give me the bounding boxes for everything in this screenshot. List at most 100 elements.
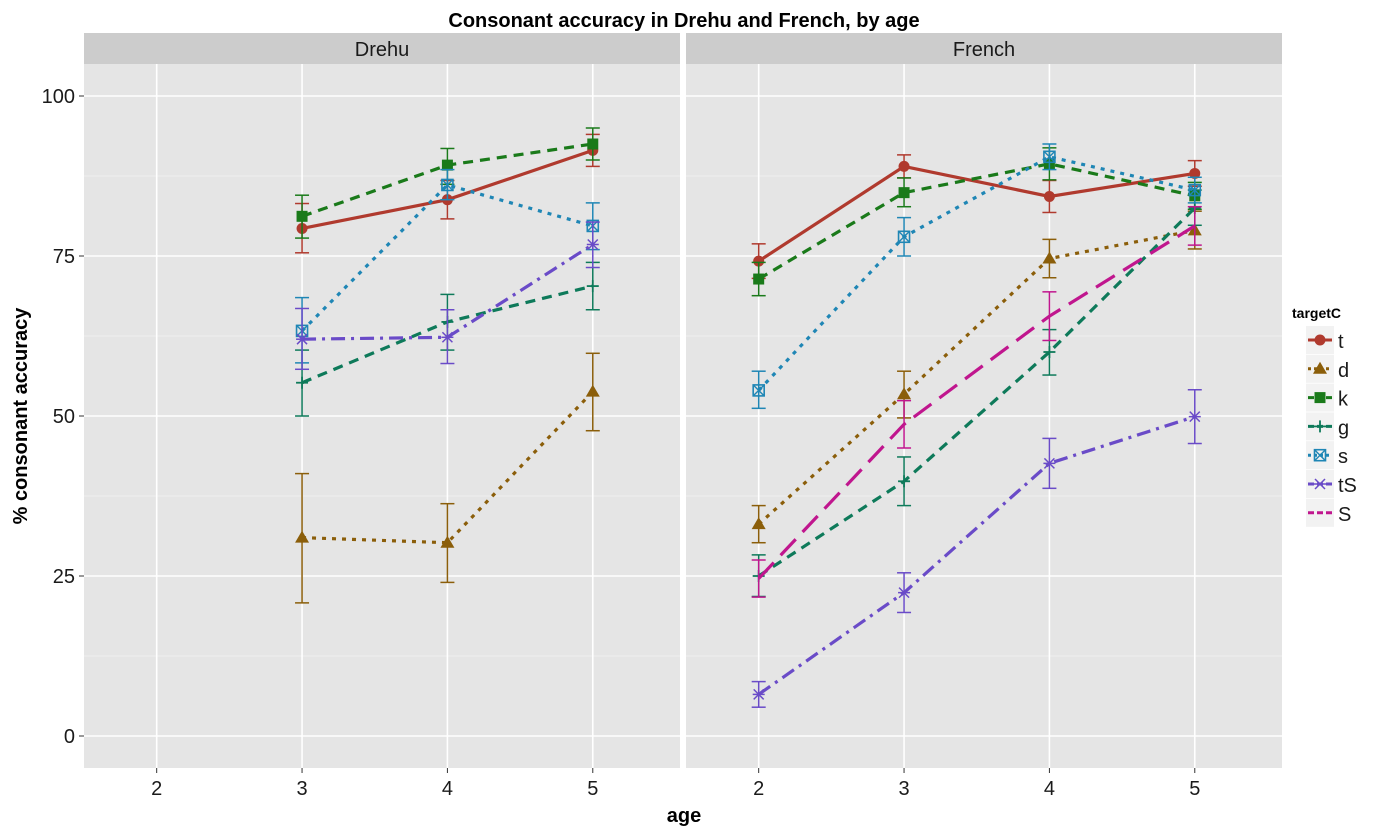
legend-item-t: t — [1306, 326, 1344, 354]
data-point-d — [585, 384, 600, 397]
x-tick-label: 2 — [151, 778, 162, 800]
series-tS — [751, 389, 1202, 708]
series-tS — [295, 221, 600, 371]
panel-french: French 2 3 4 5 — [686, 33, 1282, 800]
series-line-S — [757, 224, 1196, 580]
y-axis-label: % consonant accuracy — [10, 307, 32, 525]
data-point-k — [587, 138, 599, 150]
data-point-tS — [441, 331, 454, 343]
data-point-t — [753, 255, 765, 267]
data-point-s-box — [441, 178, 454, 192]
data-point-g — [1043, 346, 1056, 358]
y-tick-label: 0 — [64, 726, 75, 748]
data-point-s — [897, 230, 911, 244]
data-point-d — [751, 517, 766, 530]
data-point-tS-d2 — [441, 331, 453, 343]
legend-label: d — [1338, 360, 1349, 382]
x-tick-label: 4 — [442, 778, 453, 800]
x-tick-label: 5 — [587, 778, 598, 800]
legend-label: k — [1338, 389, 1349, 411]
x-tick-label: 4 — [1044, 778, 1055, 800]
data-point-d — [1042, 251, 1057, 264]
legend-key-marker — [1314, 334, 1326, 346]
data-point-g — [898, 475, 911, 488]
data-point-tS — [1043, 457, 1056, 469]
panel-strip — [84, 33, 680, 64]
series-line-t — [757, 164, 1196, 263]
data-point-tS — [296, 333, 309, 345]
series-s — [751, 143, 1202, 410]
data-point-s-d2 — [1043, 150, 1056, 163]
data-point-tS — [586, 238, 599, 251]
legend-item-d: d — [1306, 354, 1349, 383]
x-tick-label: 2 — [753, 778, 764, 800]
data-point-s-box — [752, 384, 765, 397]
data-point-s-box — [1188, 183, 1202, 197]
data-point-tS — [1188, 411, 1201, 423]
data-point-k — [296, 210, 308, 222]
data-point-g — [296, 376, 309, 389]
series-line-k — [757, 162, 1196, 281]
data-point-t — [1043, 190, 1055, 202]
legend-key-marker-d2 — [1314, 449, 1326, 462]
x-axis-label: age — [667, 805, 701, 827]
data-point-s-d2 — [752, 384, 765, 397]
legend-label: tS — [1338, 475, 1357, 497]
legend-label: S — [1338, 504, 1351, 526]
y-tick-label: 50 — [53, 406, 75, 428]
legend-title: targetC — [1292, 305, 1341, 321]
y-tick-label: 75 — [53, 246, 75, 268]
chart-title: Consonant accuracy in Drehu and French, … — [448, 10, 919, 32]
data-point-g — [586, 280, 599, 293]
data-point-s — [752, 384, 765, 397]
legend-key-marker-d2 — [1314, 478, 1326, 490]
y-tick-label: 25 — [53, 566, 75, 588]
data-point-s-d2 — [898, 230, 911, 243]
legend-key-marker — [1314, 420, 1326, 433]
data-point-s-box — [897, 230, 911, 244]
data-point-d — [897, 387, 912, 400]
legend-item-s: s — [1306, 441, 1348, 470]
panel-strip — [686, 33, 1282, 64]
series-k — [295, 127, 600, 239]
panel-strip-label: French — [953, 39, 1015, 61]
data-point-s — [1188, 183, 1202, 197]
x-tick-label: 3 — [898, 778, 909, 800]
legend-key-marker — [1314, 392, 1326, 404]
x-tick-label: 5 — [1189, 778, 1200, 800]
series-line-s — [757, 155, 1196, 392]
data-point-s-box — [1043, 150, 1056, 164]
series-line-tS — [757, 415, 1196, 696]
data-point-d — [295, 530, 310, 543]
data-point-t — [898, 160, 910, 172]
data-point-k — [898, 187, 910, 199]
series-S — [751, 205, 1202, 598]
x-tick-label: 3 — [296, 778, 307, 800]
legend-key-marker — [1314, 478, 1326, 490]
series-line-g — [757, 206, 1196, 578]
data-point-s — [441, 178, 454, 192]
legend-item-g: g — [1306, 412, 1349, 441]
panel-strip-label: Drehu — [355, 39, 409, 61]
data-point-s — [1043, 150, 1056, 164]
data-point-tS-d2 — [753, 688, 765, 700]
data-point-k — [753, 273, 765, 285]
data-point-tS — [752, 688, 765, 700]
legend-key-marker-box — [1313, 448, 1327, 462]
legend-item-tS: tS — [1306, 470, 1357, 498]
data-point-tS-d2 — [587, 238, 599, 251]
data-point-k — [441, 159, 453, 171]
data-point-tS — [898, 587, 911, 599]
y-tick-label: 100 — [42, 86, 75, 108]
legend-label: g — [1338, 417, 1349, 439]
legend-item-S: S — [1306, 498, 1351, 527]
data-point-tS-d2 — [898, 587, 910, 599]
data-point-tS-d2 — [296, 333, 308, 345]
data-point-t — [1189, 167, 1201, 179]
data-point-tS-d2 — [1189, 411, 1201, 423]
legend-label: t — [1338, 331, 1344, 353]
